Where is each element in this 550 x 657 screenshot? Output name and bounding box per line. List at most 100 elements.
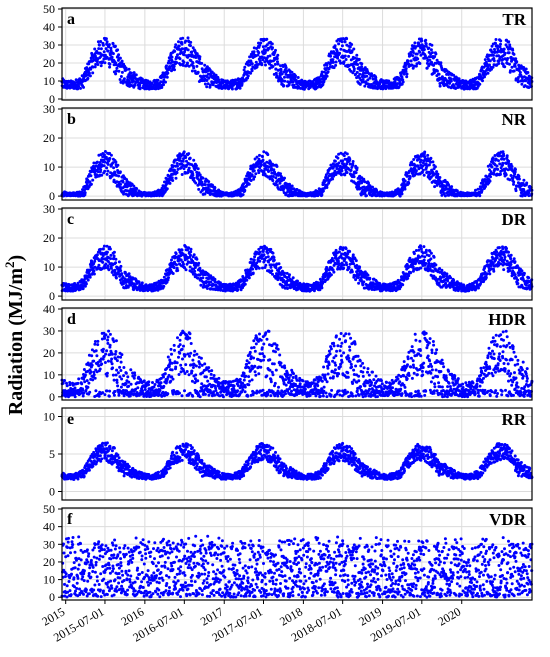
data-point [101, 260, 105, 264]
data-point [206, 82, 210, 86]
data-point [189, 40, 193, 44]
data-point [502, 47, 506, 51]
data-point [197, 261, 201, 265]
data-point [114, 72, 118, 76]
data-point [337, 42, 341, 46]
data-point [486, 71, 490, 75]
data-point [99, 40, 103, 43]
data-point [264, 263, 268, 267]
data-point [343, 40, 347, 44]
data-point [334, 63, 338, 67]
data-point [439, 61, 443, 65]
data-point [276, 53, 280, 57]
data-point [97, 263, 101, 267]
data-point [91, 65, 95, 69]
data-point [162, 83, 165, 87]
data-point [409, 59, 413, 63]
data-point [132, 71, 136, 75]
data-point [234, 78, 238, 82]
data-point [118, 78, 122, 81]
data-point [274, 67, 278, 71]
data-point [329, 273, 333, 277]
data-point [296, 279, 299, 283]
data-point [413, 41, 417, 45]
data-point [263, 60, 267, 64]
data-point [512, 52, 516, 56]
data-point [182, 60, 186, 64]
data-point [335, 167, 339, 171]
data-point [200, 61, 204, 65]
data-point [506, 57, 510, 60]
data-point [191, 173, 195, 177]
data-point [117, 69, 121, 73]
data-point [245, 278, 249, 282]
y-axis-label-text: Radiation (MJ/m [5, 268, 27, 416]
data-point [360, 65, 364, 69]
data-point [478, 82, 482, 86]
data-point [404, 69, 408, 73]
data-point [132, 79, 136, 83]
data-point [194, 56, 198, 59]
y-tick-label-b-1: 10 [43, 160, 55, 174]
data-point [347, 54, 351, 58]
data-point [187, 152, 191, 156]
data-point [98, 247, 102, 251]
data-point [79, 86, 82, 90]
data-point [261, 45, 265, 49]
data-point [121, 81, 125, 85]
data-point [119, 269, 123, 273]
data-point [270, 269, 274, 273]
data-point [109, 257, 113, 261]
data-point [494, 38, 498, 41]
y-tick-label-b-2: 20 [43, 131, 55, 145]
data-point [424, 42, 428, 46]
data-point [266, 153, 270, 157]
data-point [188, 156, 192, 160]
data-point [433, 55, 437, 59]
data-point [184, 39, 188, 43]
data-point [180, 248, 184, 252]
data-point [419, 158, 423, 162]
data-point [450, 185, 454, 189]
data-point [352, 67, 356, 71]
data-point [109, 266, 113, 270]
data-point [186, 48, 190, 52]
data-point [449, 79, 453, 83]
data-point [117, 53, 121, 57]
data-point [423, 150, 427, 154]
y-tick-label-b-0: 0 [49, 189, 55, 203]
data-point [165, 64, 168, 68]
panel-letter-b: b [67, 111, 76, 128]
data-point [243, 65, 247, 69]
data-point [436, 172, 440, 176]
data-point [297, 85, 300, 89]
data-point [258, 153, 261, 157]
data-point [199, 283, 203, 287]
data-point [358, 72, 362, 76]
data-point [196, 167, 200, 171]
data-point [173, 49, 177, 53]
data-point [283, 75, 286, 79]
data-point [501, 161, 505, 165]
data-point [350, 43, 354, 46]
data-point [88, 74, 92, 78]
data-point [339, 47, 343, 51]
data-point [117, 260, 121, 264]
data-point [95, 253, 99, 257]
data-point [105, 166, 109, 170]
data-point [326, 70, 330, 74]
data-point [184, 155, 188, 159]
data-point [437, 72, 441, 76]
data-point [174, 252, 178, 256]
data-point [404, 67, 408, 71]
data-point [360, 62, 364, 66]
data-point [192, 253, 196, 257]
data-point [492, 59, 496, 63]
data-point [524, 79, 528, 83]
data-point [508, 178, 512, 182]
data-point [340, 40, 344, 44]
data-point [514, 168, 517, 171]
data-point [298, 86, 302, 90]
data-point [180, 51, 184, 54]
